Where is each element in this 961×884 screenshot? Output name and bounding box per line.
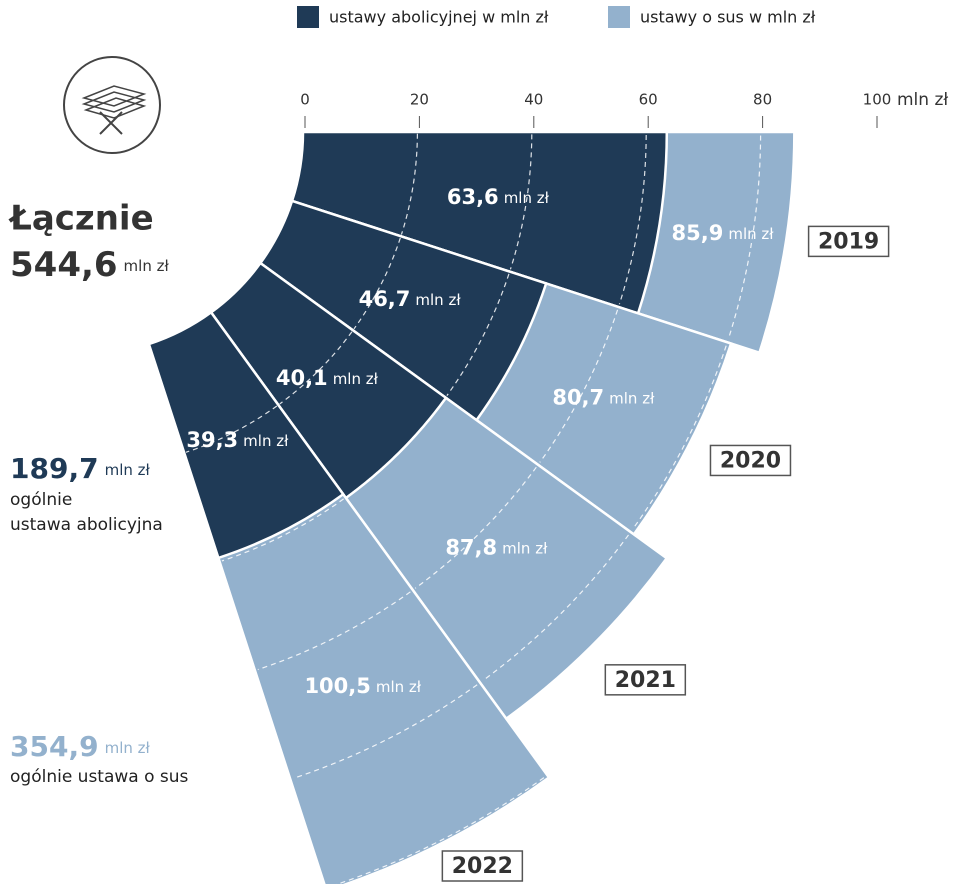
grid-line [414, 466, 537, 589]
legend-label: ustawy o sus w mln zł [640, 8, 816, 27]
data-label-value: 85,9 [672, 221, 724, 245]
data-label: 63,6 mln zł [447, 185, 550, 209]
data-label-unit: mln zł [504, 189, 550, 207]
grid-line [257, 591, 411, 671]
legend-swatch [608, 6, 630, 28]
data-label-unit: mln zł [502, 539, 548, 557]
category-label: 2020 [720, 448, 781, 473]
data-label-value: 39,3 [186, 428, 238, 452]
grid-line [347, 399, 445, 497]
data-label: 85,9 mln zł [672, 221, 775, 245]
abolition-total: 189,7 mln zł [10, 452, 151, 485]
grid-line [221, 498, 344, 562]
data-label-unit: mln zł [609, 389, 655, 407]
grid-line [509, 134, 533, 270]
year-box [604, 664, 687, 696]
abolition-desc: ogólnie [10, 490, 72, 510]
legend-swatch [297, 6, 319, 28]
data-label: 46,7 mln zł [359, 287, 462, 311]
x-tick-label: 60 [639, 91, 658, 109]
x-tick-label: 80 [753, 91, 772, 109]
category-label: 2022 [452, 854, 513, 879]
x-tick-label: 100 [863, 91, 892, 109]
sus-unit: mln zł [105, 739, 151, 757]
grid-line [482, 534, 629, 681]
x-tick-label: 0 [300, 91, 310, 109]
year-box [807, 225, 890, 258]
data-label-unit: mln zł [243, 431, 289, 449]
x-tick-label: 40 [524, 91, 543, 109]
bar [290, 130, 669, 315]
data-label: 40,1 mln zł [276, 366, 379, 390]
total: 544,6 mln zł [10, 245, 169, 285]
data-label-value: 46,7 [359, 287, 411, 311]
data-label-unit: mln zł [376, 677, 422, 695]
grid-line [632, 345, 727, 530]
abolition-value: 189,7 [10, 452, 99, 485]
data-label-value: 100,5 [304, 674, 370, 698]
icon [63, 56, 161, 154]
data-label-value: 80,7 [552, 386, 604, 410]
data-label-unit: mln zł [333, 369, 379, 387]
year-box [709, 444, 792, 477]
data-label: 39,3 mln zł [186, 428, 289, 452]
data-label: 80,7 mln zł [552, 386, 655, 410]
data-label-unit: mln zł [728, 224, 774, 242]
year-box [441, 850, 524, 882]
bar [147, 310, 345, 560]
data-label: 87,8 mln zł [445, 535, 548, 559]
data-label: 100,5 mln zł [304, 674, 421, 698]
sus-value: 354,9 [10, 730, 99, 763]
sus-total: 354,9 mln zł [10, 730, 151, 763]
total-unit: mln zł [124, 257, 170, 275]
category-label: 2021 [615, 668, 676, 693]
grid-line [446, 273, 510, 396]
grid-line [539, 309, 619, 463]
grid-line [335, 777, 545, 884]
category-label: 2019 [818, 229, 879, 254]
abolition-unit: mln zł [105, 461, 151, 479]
data-label-value: 63,6 [447, 185, 499, 209]
total-label: Łącznie [8, 199, 154, 239]
abolition-desc: ustawa abolicyjna [10, 515, 163, 535]
x-tick-label: 20 [410, 91, 429, 109]
grid-line [293, 684, 478, 779]
grid-line [618, 134, 647, 305]
data-label-unit: mln zł [415, 290, 461, 308]
data-label-value: 87,8 [445, 535, 497, 559]
axis-unit: mln zł [897, 90, 948, 110]
total-value: 544,6 [10, 245, 118, 285]
sus-desc: ogólnie ustawa o sus [10, 767, 189, 787]
data-label-value: 40,1 [276, 366, 328, 390]
bar [258, 199, 548, 422]
grid-line [727, 135, 762, 340]
legend-label: ustawy abolicyjnej w mln zł [329, 8, 549, 27]
